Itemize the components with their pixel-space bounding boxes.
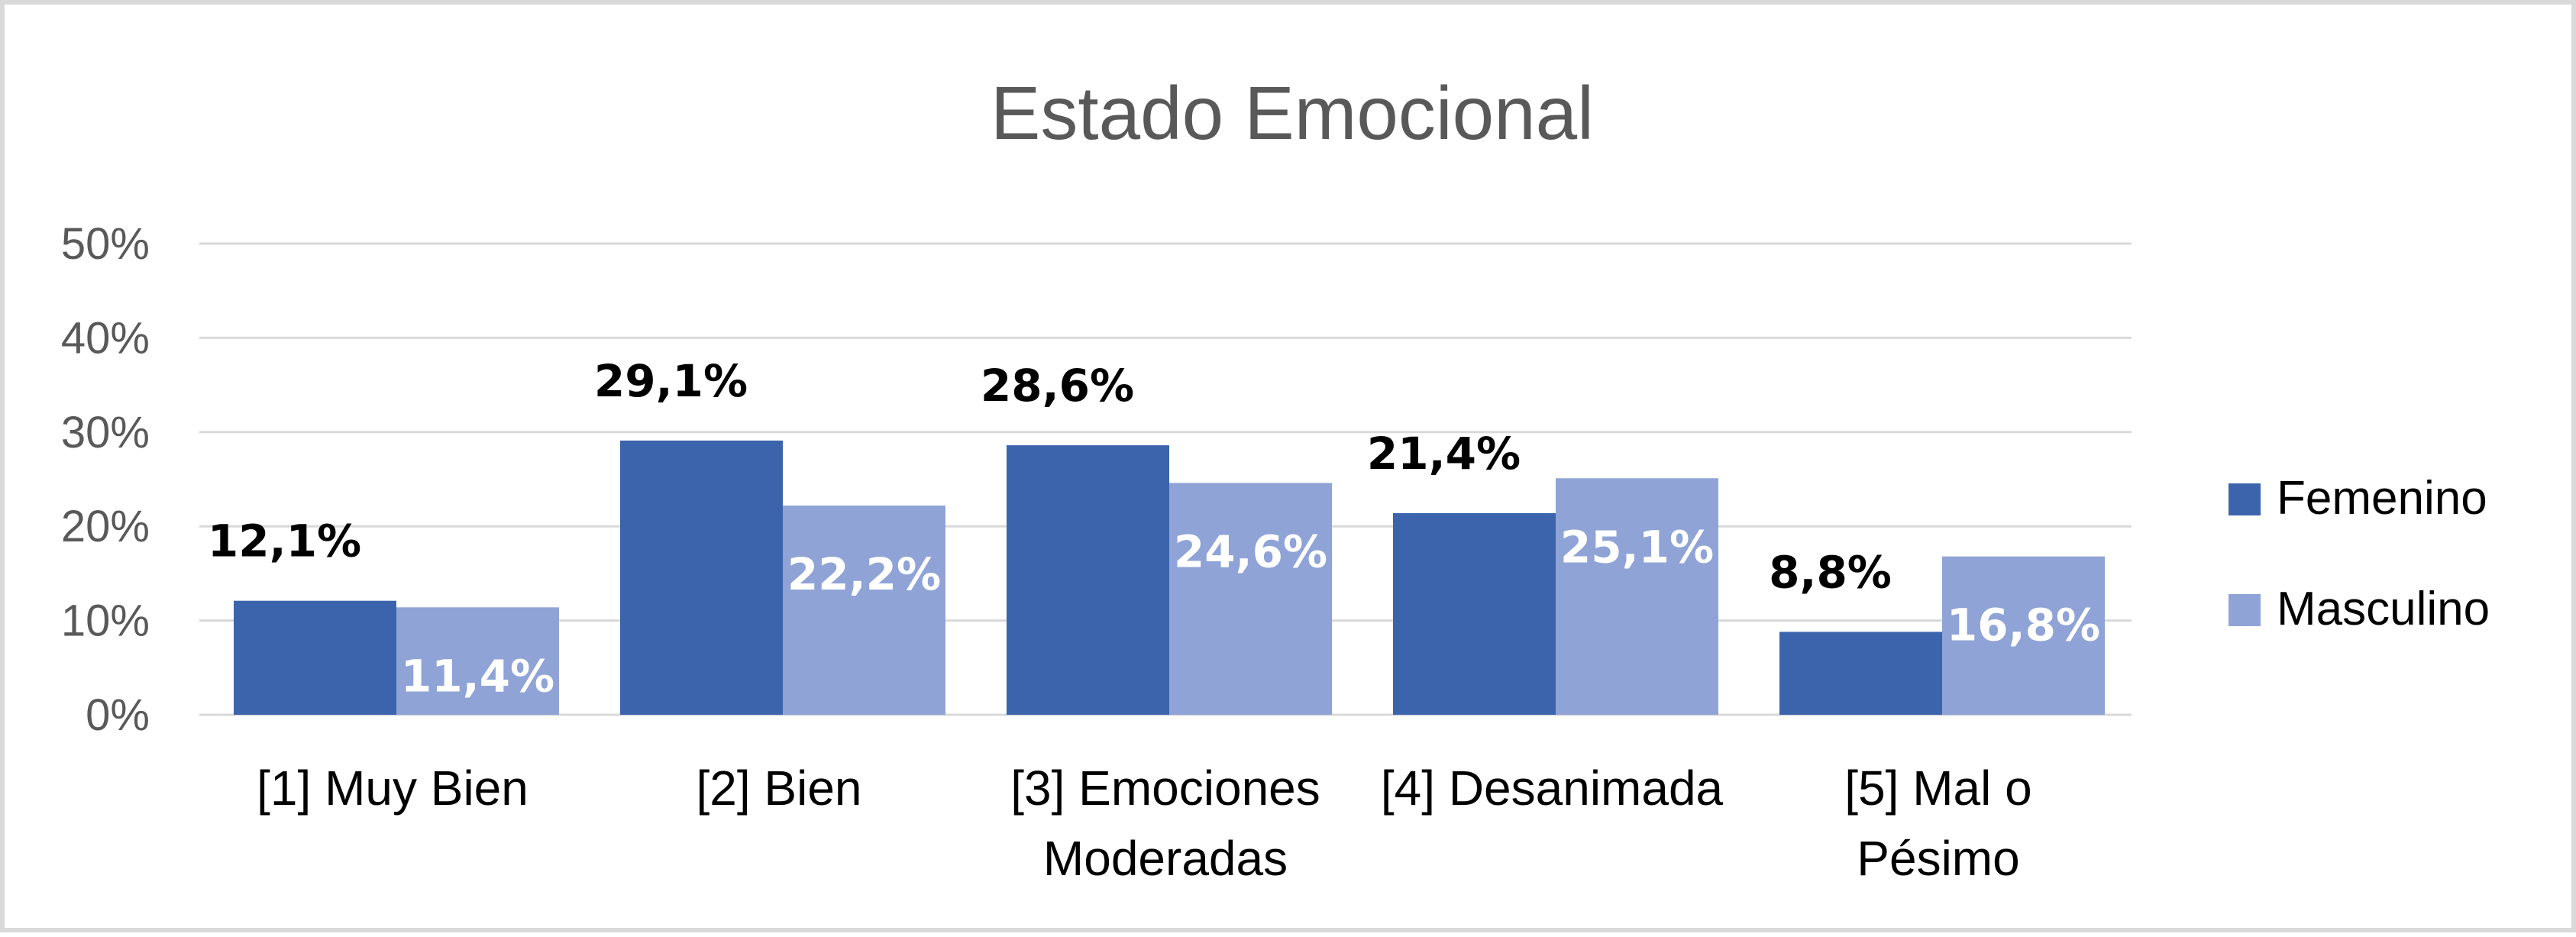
data-label-femenino-5: 8,8% (1769, 546, 1892, 598)
legend-swatch-femenino (2229, 483, 2261, 515)
data-label-femenino-3: 28,6% (981, 360, 1134, 412)
data-labels: 12,1% 29,1% 28,6% 21,4% 8,8% 11,4% 22,2% 24,6% 2… (208, 355, 2100, 702)
category-label: [1] Muy Bien (257, 761, 528, 816)
y-tick-label: 0% (86, 690, 150, 740)
legend-swatch-masculino (2229, 594, 2261, 626)
y-tick-label: 50% (61, 219, 150, 269)
bar-masculino-4 (1556, 478, 1718, 715)
bar-masculino-2 (783, 506, 945, 715)
data-label-masculino-2: 22,2% (787, 548, 941, 600)
chart-title: Estado Emocional (991, 71, 1594, 155)
bar-masculino-5 (1942, 556, 2105, 715)
y-tick-label: 10% (61, 596, 150, 646)
y-tick-label: 30% (61, 408, 150, 457)
y-tick-label: 40% (61, 313, 150, 363)
bar-femenino-4 (1393, 512, 1556, 715)
data-label-femenino-2: 29,1% (594, 355, 748, 407)
category-label: Moderadas (1043, 831, 1288, 886)
y-tick-label: 20% (61, 502, 150, 551)
data-label-masculino-4: 25,1% (1560, 521, 1714, 573)
legend-label-masculino: Masculino (2277, 583, 2490, 635)
data-label-femenino-1: 12,1% (208, 515, 361, 567)
category-label: [5] Mal o (1844, 761, 2031, 816)
data-label-masculino-1: 11,4% (401, 650, 554, 702)
bar-femenino-1 (234, 600, 396, 715)
bar-masculino-1 (396, 607, 559, 715)
data-label-femenino-4: 21,4% (1367, 428, 1521, 480)
y-axis-ticks: 0% 10% 20% 30% 40% 50% (61, 219, 150, 740)
data-label-masculino-5: 16,8% (1947, 599, 2100, 651)
data-label-masculino-3: 24,6% (1174, 525, 1327, 577)
bars (234, 440, 2105, 715)
bar-femenino-2 (620, 440, 783, 715)
bar-chart: Estado Emocional 0% 10% 20% 30% 40% 50% 12,1%… (61, 71, 2490, 886)
category-label: [3] Emociones (1010, 761, 1320, 816)
bar-masculino-3 (1169, 483, 1332, 715)
category-label: [4] Desanimada (1381, 761, 1724, 816)
legend-label-femenino: Femenino (2277, 472, 2487, 525)
x-axis-categories: [1] Muy Bien [2] Bien [3] Emociones Moderad… (257, 761, 2032, 886)
bar-femenino-3 (1007, 445, 1169, 715)
category-label: Pésimo (1857, 831, 2019, 886)
bar-femenino-5 (1779, 632, 1942, 715)
legend: Femenino Masculino (2229, 472, 2490, 635)
category-label: [2] Bien (696, 761, 861, 816)
